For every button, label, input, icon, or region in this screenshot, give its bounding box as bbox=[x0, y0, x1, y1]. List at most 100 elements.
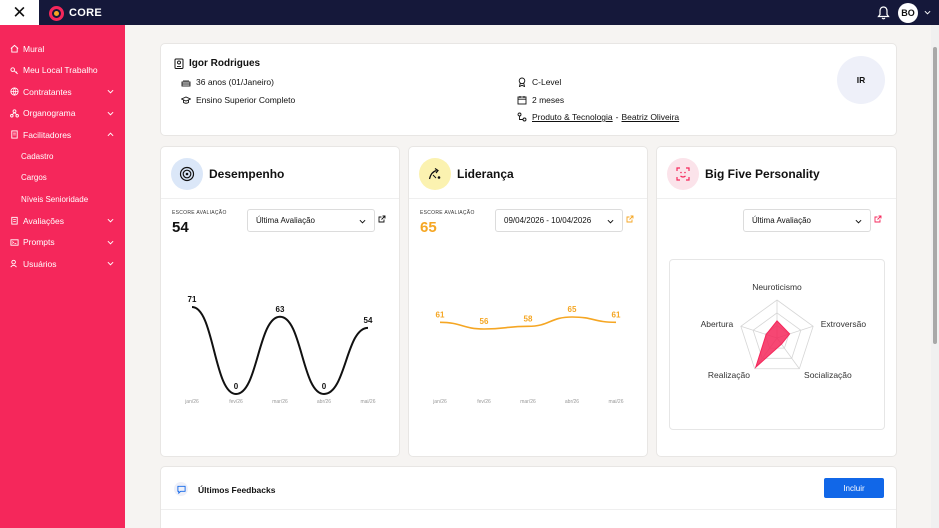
external-link-icon[interactable] bbox=[378, 215, 386, 223]
data-label: 71 bbox=[188, 295, 197, 304]
chevron-down-icon[interactable] bbox=[107, 110, 114, 117]
x-tick-label: abr/26 bbox=[317, 399, 331, 405]
radar-series-area bbox=[754, 320, 791, 369]
profile-level-row: C-Level bbox=[517, 77, 561, 87]
select-value: Última Avaliação bbox=[256, 216, 315, 225]
core-logo-icon bbox=[49, 5, 64, 21]
sidebar-item-label: Meu Local Trabalho bbox=[23, 65, 98, 76]
sidebar-item-mural[interactable]: Mural bbox=[0, 38, 125, 60]
x-tick-label: mai/26 bbox=[608, 399, 623, 405]
x-tick-label: jan/26 bbox=[184, 399, 199, 405]
sidebar-subitem-niveis-senioridade[interactable]: Níveis Senioridade bbox=[21, 194, 89, 204]
users-icon bbox=[10, 260, 17, 268]
bigfive-radar-chart: Neuroticismo Extroversão Socialização Reali… bbox=[701, 282, 867, 380]
chevron-down-icon[interactable] bbox=[107, 260, 114, 267]
performance-title: Desempenho bbox=[209, 167, 285, 181]
performance-card: Desempenho ESCORE AVALIAÇÃO 54 Última Av… bbox=[160, 146, 400, 457]
x-tick-label: jan/26 bbox=[432, 399, 447, 405]
radar-axis-label: Abertura bbox=[701, 319, 734, 329]
sidebar-item-prompts[interactable]: Prompts bbox=[0, 232, 125, 254]
series-line bbox=[191, 306, 369, 396]
profile-name: Igor Rodrigues bbox=[189, 58, 261, 69]
document-icon bbox=[11, 130, 18, 139]
chevron-down-icon bbox=[359, 219, 366, 224]
bigfive-header: Big Five Personality bbox=[667, 158, 820, 190]
home-icon bbox=[10, 45, 19, 53]
sidebar-subitem-cadastro[interactable]: Cadastro bbox=[21, 151, 54, 161]
performance-line-chart: 71 0 63 0 54 jan/26 fev/26 mar/26 abr/26 mai/26 bbox=[184, 295, 376, 405]
profile-avatar: IR bbox=[837, 56, 885, 104]
key-icon bbox=[10, 67, 18, 75]
profile-age: 36 anos (01/Janeiro) bbox=[196, 77, 274, 87]
data-label: 61 bbox=[612, 310, 621, 319]
external-link-icon[interactable] bbox=[626, 215, 634, 223]
target-icon bbox=[171, 158, 203, 190]
face-scan-icon bbox=[667, 158, 699, 190]
sidebar-subitem-cargos[interactable]: Cargos bbox=[21, 173, 47, 183]
notification-bell-icon[interactable] bbox=[877, 6, 890, 20]
profile-card: Igor Rodrigues 36 anos (01/Janeiro) Ensi… bbox=[160, 43, 897, 136]
sidebar-item-label: Prompts bbox=[23, 237, 55, 248]
performance-period-select[interactable]: Última Avaliação bbox=[247, 209, 375, 232]
profile-level: C-Level bbox=[532, 77, 562, 87]
leadership-line-chart: 61 56 58 65 61 jan/26 fev/26 mar/26 abr/26 mai/26 bbox=[432, 305, 624, 405]
select-value: 09/04/2026 - 10/04/2026 bbox=[504, 216, 592, 225]
radar-grid-ring bbox=[752, 312, 802, 359]
org-icon bbox=[10, 109, 19, 118]
x-tick-label: fev/26 bbox=[477, 399, 491, 405]
sidebar-item-organograma[interactable]: Organograma bbox=[0, 103, 125, 125]
data-label: 0 bbox=[234, 382, 239, 391]
performance-header: Desempenho bbox=[171, 158, 284, 190]
sidebar-item-meu-local-trabalho[interactable]: Meu Local Trabalho bbox=[0, 60, 125, 82]
radar-grid-ring bbox=[740, 299, 814, 370]
radar-chart-box: Neuroticismo Extroversão Socialização Reali… bbox=[669, 259, 885, 430]
chevron-down-icon[interactable] bbox=[924, 9, 931, 16]
leadership-header: Liderança bbox=[419, 158, 514, 190]
divider bbox=[409, 198, 647, 199]
profile-department-link[interactable]: Produto & Tecnologia bbox=[532, 112, 613, 122]
calendar-icon bbox=[517, 96, 527, 105]
scrollbar-thumb[interactable] bbox=[933, 47, 937, 344]
profile-separator: - bbox=[615, 112, 619, 122]
chevron-down-icon bbox=[607, 219, 614, 224]
leadership-score: 65 bbox=[420, 219, 437, 236]
leadership-card: Liderança ESCORE AVALIAÇÃO 65 09/04/2026… bbox=[408, 146, 648, 457]
sidebar-item-label: Mural bbox=[23, 43, 45, 54]
sidebar-item-label: Contratantes bbox=[23, 86, 72, 97]
sidebar-item-label: Avaliações bbox=[23, 215, 64, 226]
data-label: 58 bbox=[524, 314, 533, 323]
page-scrollbar[interactable] bbox=[931, 25, 939, 528]
sidebar-item-avaliacoes[interactable]: Avaliações bbox=[0, 210, 125, 232]
bigfive-period-select[interactable]: Última Avaliação bbox=[743, 209, 871, 232]
sidebar-item-label: Usuários bbox=[23, 258, 57, 269]
close-menu-button[interactable]: ✕ bbox=[0, 0, 39, 25]
series-line bbox=[439, 316, 617, 330]
chevron-up-icon[interactable] bbox=[107, 131, 114, 138]
feedbacks-card: Últimos Feedbacks Incluir bbox=[160, 466, 897, 528]
chevron-down-icon[interactable] bbox=[107, 217, 114, 224]
award-icon bbox=[518, 77, 526, 87]
user-avatar[interactable]: BO bbox=[898, 3, 918, 23]
sidebar-item-facilitadores[interactable]: Facilitadores bbox=[0, 124, 125, 146]
sidebar-item-usuarios[interactable]: Usuários bbox=[0, 253, 125, 275]
bigfive-title: Big Five Personality bbox=[705, 167, 820, 181]
chevron-down-icon[interactable] bbox=[107, 239, 114, 246]
globe-icon bbox=[10, 87, 19, 97]
divider bbox=[161, 509, 896, 510]
divider bbox=[657, 198, 896, 199]
chevron-down-icon[interactable] bbox=[107, 88, 114, 95]
profile-tenure-row: 2 meses bbox=[517, 95, 564, 105]
profile-manager-link[interactable]: Beatriz Oliveira bbox=[621, 112, 680, 122]
leadership-date-range-select[interactable]: 09/04/2026 - 10/04/2026 bbox=[495, 209, 623, 232]
performance-score: 54 bbox=[172, 219, 189, 236]
sidebar-item-contratantes[interactable]: Contratantes bbox=[0, 81, 125, 103]
add-feedback-button[interactable]: Incluir bbox=[824, 478, 884, 498]
chevron-down-icon bbox=[855, 219, 862, 224]
clipboard-icon bbox=[11, 217, 18, 225]
profile-department-row: Produto & Tecnologia - Beatriz Oliveira bbox=[517, 112, 679, 122]
radar-axis-label: Neuroticismo bbox=[752, 282, 802, 292]
profile-education: Ensino Superior Completo bbox=[196, 95, 296, 105]
logo[interactable]: CORE bbox=[49, 5, 102, 21]
external-link-icon[interactable] bbox=[874, 215, 882, 223]
performance-score-label: ESCORE AVALIAÇÃO bbox=[172, 210, 227, 216]
